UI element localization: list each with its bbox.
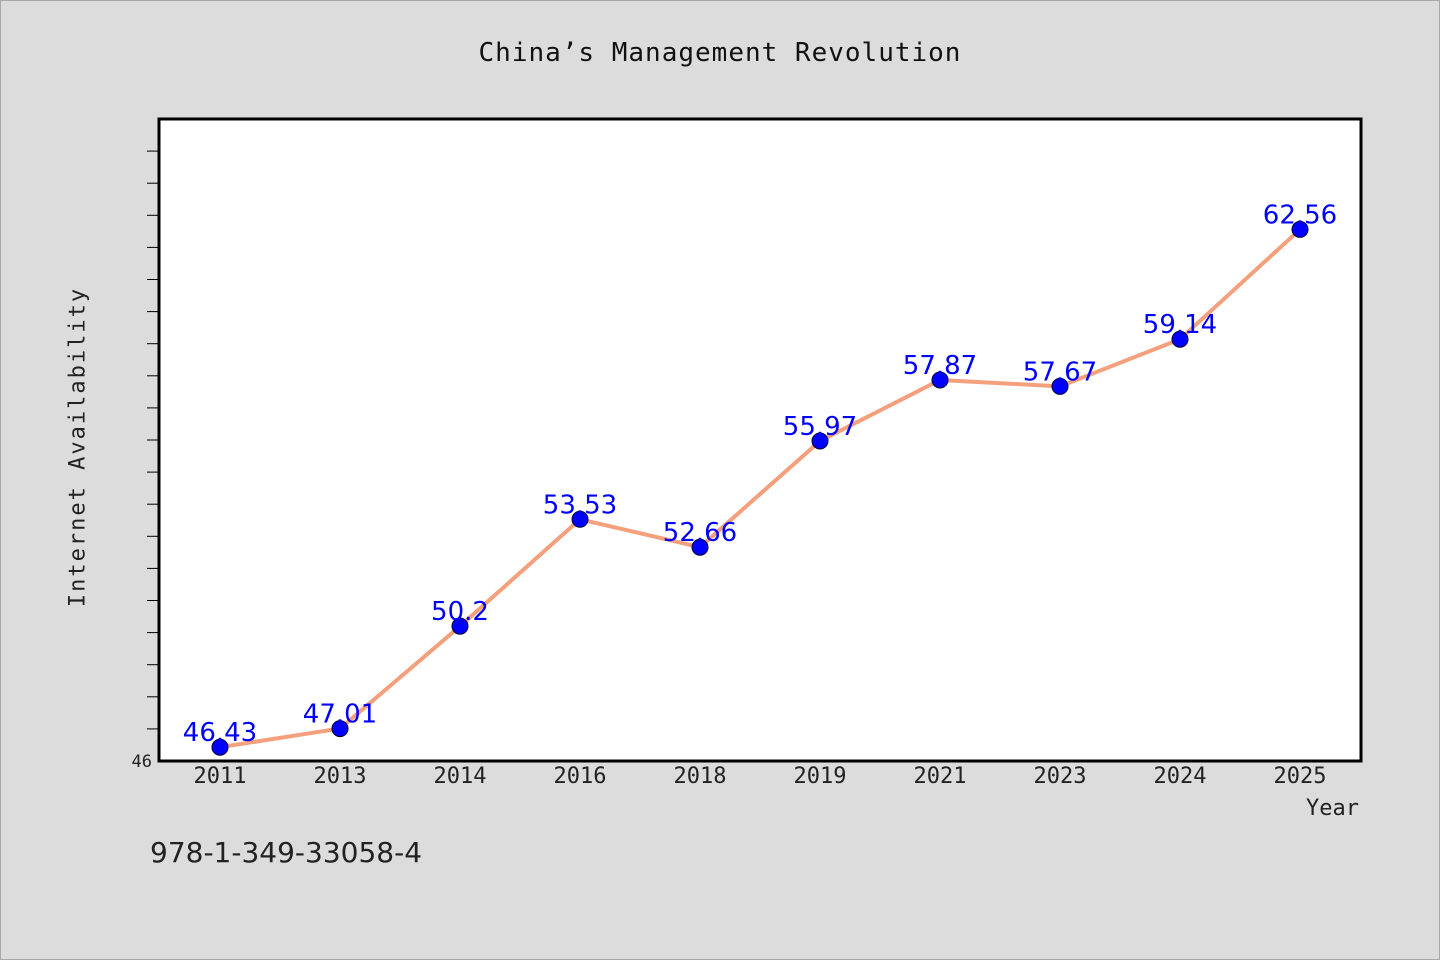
- data-label: 47.01: [303, 700, 377, 730]
- x-tick-label: 2019: [794, 764, 847, 789]
- data-label: 52.66: [663, 518, 737, 548]
- x-tick-label: 2011: [194, 764, 247, 789]
- x-axis-label: Year: [1306, 796, 1359, 821]
- x-tick-label: 2023: [1034, 764, 1087, 789]
- data-point: [1171, 330, 1189, 348]
- data-label: 57.67: [1023, 357, 1097, 387]
- x-tick-label: 2018: [674, 764, 727, 789]
- data-point: [331, 720, 349, 738]
- x-tick-label: 2025: [1274, 764, 1327, 789]
- y-tick-label: 46: [132, 752, 152, 772]
- data-label: 46.43: [183, 718, 257, 748]
- isbn-text: 978-1-349-33058-4: [150, 836, 423, 869]
- data-point: [1051, 377, 1069, 395]
- x-tick-label: 2024: [1154, 764, 1207, 789]
- data-label: 59.14: [1143, 310, 1217, 340]
- chart-title: China’s Management Revolution: [478, 38, 962, 68]
- data-point: [691, 538, 709, 556]
- data-label: 50.2: [431, 597, 489, 627]
- data-label: 57.87: [903, 351, 977, 381]
- data-point: [811, 432, 829, 450]
- x-tick-label: 2016: [554, 764, 607, 789]
- x-tick-label: 2021: [914, 764, 967, 789]
- plot-area: [157, 117, 1363, 763]
- data-point: [931, 371, 949, 389]
- data-point: [211, 738, 229, 756]
- x-tick-label: 2014: [434, 764, 487, 789]
- series-line: [219, 227, 1302, 750]
- data-point: [571, 510, 589, 528]
- x-tick-label: 2013: [314, 764, 367, 789]
- data-label: 55.97: [783, 412, 857, 442]
- data-point: [1291, 220, 1309, 238]
- data-label: 53.53: [543, 490, 617, 520]
- data-label: 62.56: [1263, 200, 1337, 230]
- data-point: [451, 617, 469, 635]
